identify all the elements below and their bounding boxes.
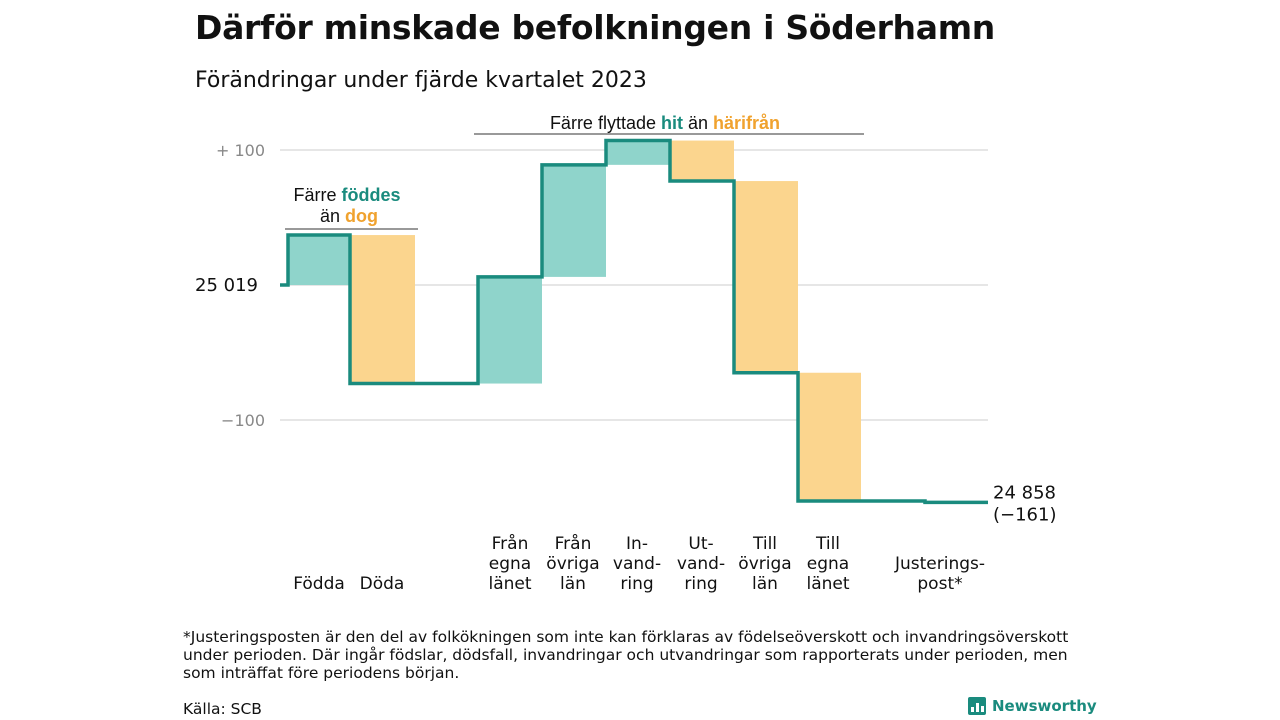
category-label: län (752, 574, 778, 594)
bar (670, 140, 734, 182)
category-label: länet (488, 574, 531, 594)
newsworthy-logo: Newsworthy (968, 697, 1097, 715)
category-label: övriga (738, 554, 791, 574)
end-value-label: 24 858 (993, 482, 1056, 503)
source-label: Källa: SCB (183, 700, 262, 718)
annotation-births-line2: än dog (320, 206, 378, 226)
category-label: ring (684, 574, 717, 594)
category-label: Ut- (688, 534, 713, 554)
category-label: ring (620, 574, 653, 594)
footnote: *Justeringsposten är den del av folkökni… (183, 628, 1069, 682)
category-label: Döda (360, 574, 405, 594)
category-label: övriga (546, 554, 599, 574)
waterfall-chart: + 100 −100 25 019 24 858(−161) Födda Döda Från… (195, 113, 1056, 594)
category-label: post* (917, 574, 962, 594)
cumulative-line (280, 138, 988, 505)
logo-text: Newsworthy (992, 697, 1097, 715)
bar (288, 235, 350, 285)
category-label: Till (752, 534, 777, 554)
annotation-births-line1: Färre föddes (293, 185, 400, 205)
category-label: egna (807, 554, 849, 574)
bar (542, 164, 606, 277)
category-label: vand- (677, 554, 725, 574)
category-label: vand- (613, 554, 661, 574)
category-label: Från (555, 533, 592, 554)
y-tick-label: −100 (221, 411, 265, 430)
chart-title: Därför minskade befolkningen i Söderhamn (195, 8, 995, 47)
category-label: länet (806, 574, 849, 594)
chart-subtitle: Förändringar under fjärde kvartalet 2023 (195, 68, 647, 93)
category-label: Födda (293, 574, 345, 594)
bar (350, 235, 415, 384)
category-label: län (560, 574, 586, 594)
category-label: egna (489, 554, 531, 574)
start-value-label: 25 019 (195, 275, 258, 296)
category-label: Justerings- (894, 554, 985, 574)
end-change-label: (−161) (993, 504, 1056, 525)
category-label: In- (626, 534, 648, 554)
annotation-migration: Färre flyttade hit än härifrån (550, 113, 780, 133)
newsworthy-logo-icon (968, 697, 986, 715)
category-label: Till (815, 534, 840, 554)
bar (478, 276, 542, 384)
category-label: Från (492, 533, 529, 554)
y-tick-label: + 100 (216, 141, 265, 160)
bar (606, 140, 670, 165)
bar (734, 181, 798, 373)
bar (798, 372, 861, 501)
